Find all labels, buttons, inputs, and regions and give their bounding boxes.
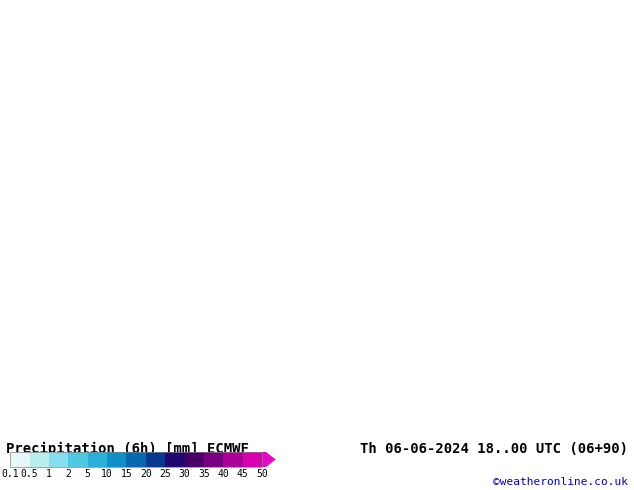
Text: 0.5: 0.5 [21, 468, 39, 479]
Text: 1: 1 [46, 468, 52, 479]
Bar [146, 452, 165, 467]
Text: 10: 10 [101, 468, 113, 479]
Text: 2: 2 [65, 468, 71, 479]
Bar [223, 452, 243, 467]
Text: Precipitation (6h) [mm] ECMWF: Precipitation (6h) [mm] ECMWF [6, 442, 249, 456]
Bar [10, 452, 30, 467]
Text: 20: 20 [140, 468, 152, 479]
Text: 30: 30 [179, 468, 190, 479]
Bar [165, 452, 184, 467]
Text: 50: 50 [256, 468, 268, 479]
Bar [30, 452, 49, 467]
Text: 15: 15 [120, 468, 133, 479]
Text: 40: 40 [217, 468, 229, 479]
FancyArrow shape [262, 452, 276, 467]
Text: ©weatheronline.co.uk: ©weatheronline.co.uk [493, 477, 628, 487]
Bar [204, 452, 223, 467]
Text: Th 06-06-2024 18..00 UTC (06+90): Th 06-06-2024 18..00 UTC (06+90) [359, 442, 628, 456]
Bar [243, 452, 262, 467]
Bar [87, 452, 107, 467]
Text: 25: 25 [159, 468, 171, 479]
Bar [107, 452, 126, 467]
Bar [68, 452, 87, 467]
Bar [10, 452, 262, 467]
Text: 45: 45 [237, 468, 249, 479]
Text: 35: 35 [198, 468, 210, 479]
Text: 5: 5 [85, 468, 91, 479]
Bar [49, 452, 68, 467]
Bar [126, 452, 146, 467]
Bar [184, 452, 204, 467]
Text: 0.1: 0.1 [1, 468, 19, 479]
